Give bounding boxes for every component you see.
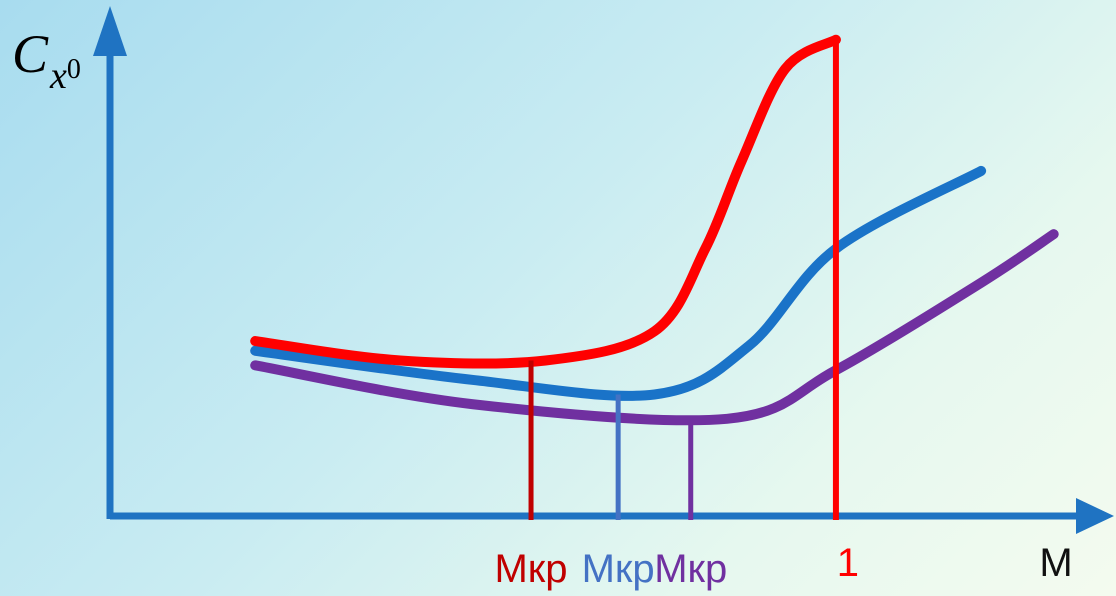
tick-label-mkr_purple: Мкр: [654, 547, 727, 591]
y-axis-label: Cx0: [12, 24, 81, 97]
tick-label-mkr_blue: Мкр: [582, 547, 655, 591]
series-line-blue: [250, 165, 987, 401]
y-axis-arrow-icon: [93, 6, 127, 56]
tick-label-mkr_red: Мкр: [494, 547, 567, 591]
x-axis-label: M: [1039, 541, 1072, 585]
tick-label-red: 1: [837, 541, 859, 585]
series-line-purple: [250, 229, 1059, 426]
x-axis-arrow-icon: [1076, 498, 1114, 534]
series-line-red: [250, 34, 841, 369]
